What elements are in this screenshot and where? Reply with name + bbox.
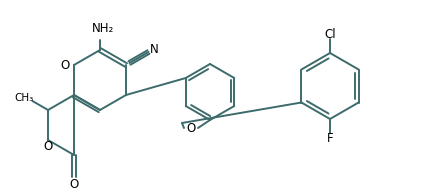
Text: O: O [187,122,196,134]
Text: O: O [60,58,70,72]
Text: NH₂: NH₂ [92,22,114,34]
Text: F: F [327,132,333,144]
Text: O: O [43,141,53,153]
Text: N: N [150,43,159,55]
Text: CH₃: CH₃ [14,93,33,103]
Text: Cl: Cl [324,27,336,41]
Text: O: O [69,179,78,191]
